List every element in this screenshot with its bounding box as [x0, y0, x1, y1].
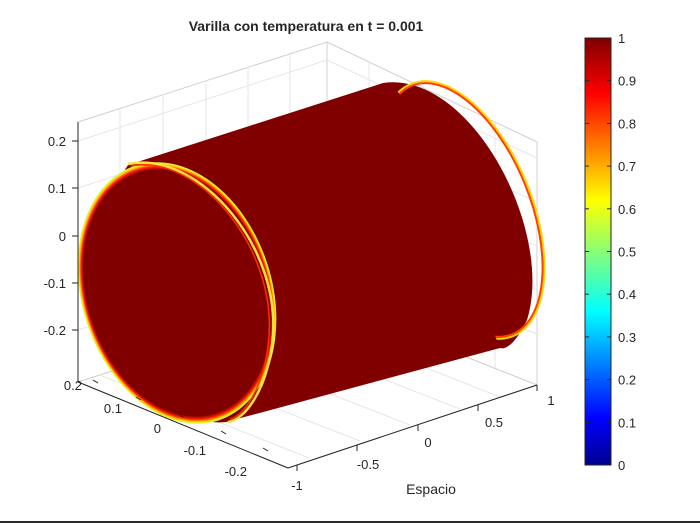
x-axis-label: Espacio: [406, 481, 456, 497]
colorbar-tick-label: 0.9: [618, 74, 636, 89]
colorbar-tick-label: 0.4: [618, 287, 636, 302]
colorbar-tick-label: 0: [618, 458, 625, 473]
colorbar-tick-label: 0.5: [618, 245, 636, 260]
rod-far-cap-cover: [330, 83, 500, 360]
colorbar-tick-label: 0.2: [618, 373, 636, 388]
x-tick-label: -0.5: [357, 457, 379, 472]
rod-near-end-inner-rim: [127, 161, 275, 424]
z-tick-label: 0: [59, 229, 66, 244]
y-tick-label: 0.2: [64, 378, 82, 393]
x-axis: -1 -0.5 0 0.5 1 Espacio: [287, 384, 555, 497]
y-tick-label: 0: [154, 421, 161, 436]
x-tick-label: 0: [424, 435, 431, 450]
chart-title: Varilla con temperatura en t = 0.001: [189, 18, 424, 34]
y-axis: 0.2 0.1 0 -0.1 -0.2: [64, 378, 289, 479]
colorbar-tick-label: 0.7: [618, 159, 636, 174]
y-tick-label: 0.1: [104, 401, 122, 416]
colorbar-tick-label: 0.3: [618, 330, 636, 345]
colorbar-tick-label: 0.1: [618, 415, 636, 430]
colorbar: 0 0.1 0.2 0.3 0.4 0.5 0.6 0.7 0.8 0.9 1: [584, 31, 636, 473]
x-tick-label: -1: [291, 478, 303, 493]
z-axis: 0.2 0.1 0 -0.1 -0.2: [44, 122, 79, 382]
x-tick-label: 1: [547, 393, 554, 408]
z-tick-label: 0.2: [48, 134, 66, 149]
y-tick-label: -0.2: [225, 464, 247, 479]
colorbar-tick-label: 1: [618, 31, 625, 46]
colorbar-ticks: 0 0.1 0.2 0.3 0.4 0.5 0.6 0.7 0.8 0.9 1: [585, 31, 636, 473]
z-tick-label: -0.2: [44, 323, 66, 338]
x-tick-label: 0.5: [485, 415, 503, 430]
rod-near-end-inner-rim-halo: [130, 164, 271, 420]
colorbar-tick-label: 0.8: [618, 116, 636, 131]
z-tick-label: 0.1: [48, 181, 66, 196]
colorbar-tick-label: 0.6: [618, 202, 636, 217]
rod-near-end: [77, 162, 277, 424]
colorbar-gradient: [584, 37, 612, 466]
z-tick-label: -0.1: [44, 276, 66, 291]
y-tick-label: -0.1: [184, 443, 206, 458]
rod-surface: [77, 80, 546, 424]
